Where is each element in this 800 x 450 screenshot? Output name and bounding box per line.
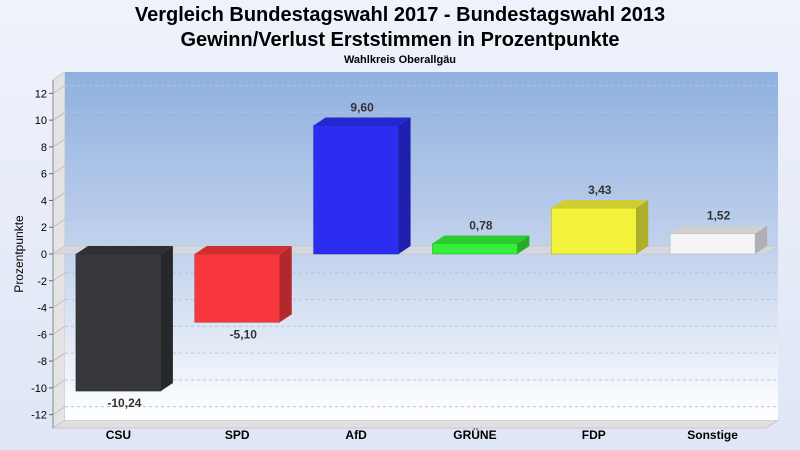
bar: [194, 253, 280, 323]
gridline-wall: [52, 138, 66, 148]
bar-top: [75, 246, 173, 254]
y-tick-label: 12: [35, 88, 47, 100]
y-tick-label: 8: [41, 142, 47, 154]
gridline-wall: [52, 84, 66, 94]
gridline-wall: [52, 352, 66, 362]
y-tick-label: 6: [41, 169, 47, 181]
bar-side: [636, 200, 649, 254]
chart-subtitle-2: Wahlkreis Oberallgäu: [343, 54, 457, 66]
y-tick-label: 0: [41, 249, 47, 261]
bar-value-label: 3,43: [588, 183, 612, 197]
bar-side: [279, 246, 292, 323]
x-tick-label: AfD: [345, 428, 367, 442]
bar: [432, 243, 518, 255]
x-tick-label: SPD: [225, 428, 250, 442]
x-tick-label: FDP: [582, 428, 606, 442]
x-tick-label: Sonstige: [687, 428, 738, 442]
gridline-wall: [52, 192, 66, 201]
gridline-wall: [52, 165, 66, 175]
y-tick-label: -12: [31, 410, 47, 422]
bar-value-label: 0,78: [469, 219, 493, 233]
bar-value-label: -10,24: [107, 396, 141, 410]
y-tick-label: 10: [35, 115, 47, 127]
gridline-wall: [52, 272, 66, 282]
bar-top: [313, 117, 411, 126]
y-axis-label: Prozentpunkte: [12, 215, 26, 293]
bar-value-label: 9,60: [350, 101, 374, 115]
bar-side: [517, 235, 530, 254]
gridline-wall: [52, 406, 66, 416]
y-tick-label: 2: [41, 222, 47, 234]
bar: [313, 125, 399, 255]
x-tick-label: GRÜNE: [453, 427, 496, 442]
bar: [669, 233, 756, 255]
y-tick-label: -6: [37, 329, 47, 341]
bar-side: [160, 246, 173, 392]
bar: [551, 207, 637, 255]
gridline-wall: [52, 111, 66, 121]
bar-value-label: 1,52: [707, 209, 731, 223]
gridline-wall: [52, 379, 66, 389]
bar-value-label: -5,10: [230, 327, 258, 341]
bar-top: [551, 200, 649, 209]
bar-top: [194, 246, 292, 254]
bar-top: [432, 235, 530, 244]
bar-side: [398, 117, 411, 254]
y-tick-label: -4: [37, 303, 47, 315]
chart-subtitle: Gewinn/Verlust Erststimmen in Prozentpun…: [180, 29, 620, 51]
y-tick-label: -10: [31, 383, 47, 395]
y-tick-label: -8: [37, 356, 47, 368]
gridline-wall: [52, 218, 66, 228]
plot-floor: [51, 419, 780, 429]
bar: [75, 253, 162, 392]
gridline-wall: [52, 299, 66, 308]
y-tick-label: 4: [41, 195, 47, 207]
bar-side: [755, 225, 768, 254]
bar-top: [670, 225, 768, 234]
gridline-wall: [52, 325, 66, 335]
x-tick-label: CSU: [106, 428, 131, 442]
y-tick-label: -2: [37, 276, 47, 288]
chart-title: Vergleich Bundestagswahl 2017 - Bundesta…: [134, 4, 666, 26]
